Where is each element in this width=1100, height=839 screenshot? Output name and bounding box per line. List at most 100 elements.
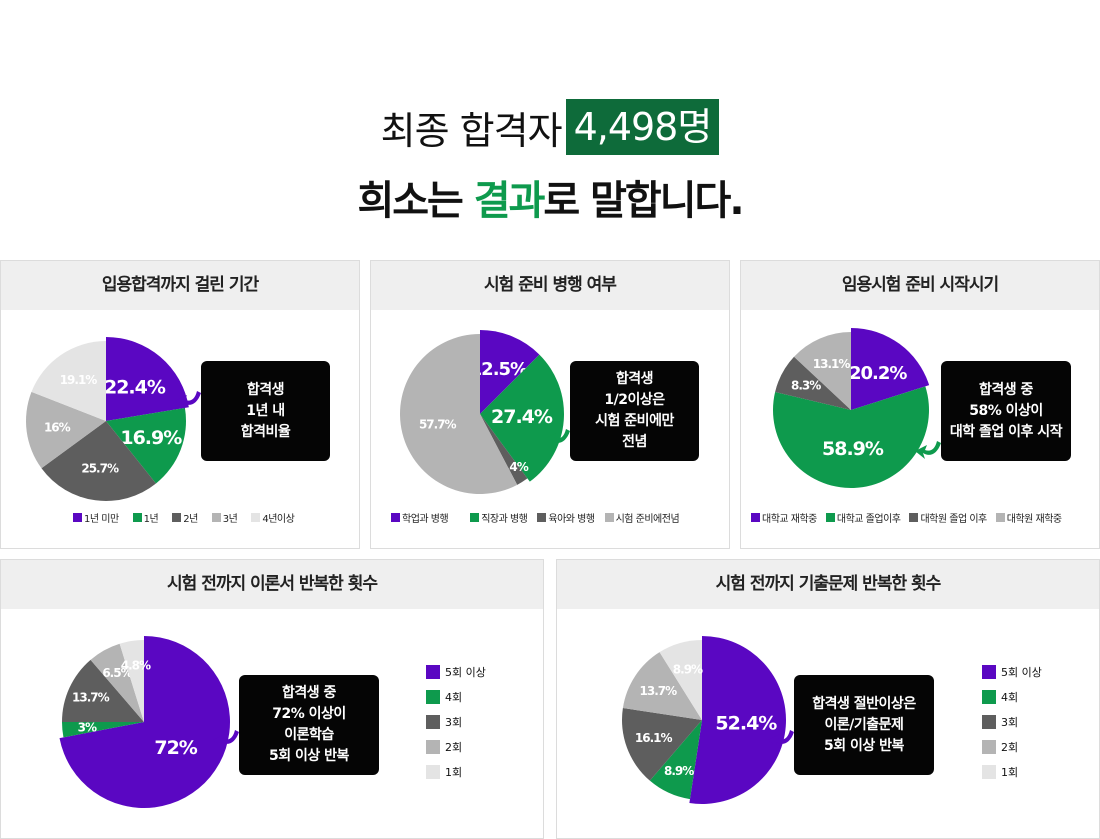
legend-item: 시험 준비에전념 [604, 510, 680, 525]
callout-line: 이론/기출문제 [824, 716, 904, 733]
legend-item: 대학교 졸업이후 [825, 510, 901, 525]
legend-item: 4회 [982, 689, 1042, 704]
legend-item: 2회 [982, 739, 1042, 754]
headline-line-1: 최종 합격자 4,498명 [0, 96, 1100, 158]
chart-legend: 1년 미만 1년 2년 3년 4년이상 [73, 510, 308, 525]
legend-swatch [825, 513, 835, 522]
legend-item: 1년 미만 [73, 510, 119, 525]
legend-item: 1회 [982, 764, 1042, 779]
legend-label: 대학원 재학중 [1006, 514, 1062, 525]
legend-item: 5회 이상 [982, 664, 1042, 679]
chart-legend: 5회 이상 4회 3회 2회 1회 [426, 664, 486, 789]
pie-data-label: 4.8% [121, 658, 151, 672]
legend-label: 4회 [445, 690, 463, 704]
legend-swatch [909, 513, 919, 522]
callout-box: 합격생 절반이상은 이론/기출문제 5회 이상 반복 [794, 675, 934, 775]
headline-line-2: 희소는 결과로 말합니다. [0, 168, 1100, 226]
legend-item: 육아와 병행 [537, 510, 595, 525]
callout-line: 시험 준비에만 [595, 413, 674, 429]
legend-swatch [251, 513, 261, 522]
pie-data-label: 72% [154, 737, 197, 759]
pie-data-label: 25.7% [81, 462, 119, 476]
pie-data-label: 12.5% [470, 359, 528, 380]
pie-slice [622, 707, 702, 781]
legend-swatch [982, 739, 996, 754]
chart-legend: 대학교 재학중 대학교 졸업이후 대학원 졸업 이후 대학원 재학중 [751, 510, 1062, 525]
legend-swatch [426, 689, 440, 704]
pie-slice [90, 643, 144, 722]
callout-line: 58% 이상이 [969, 402, 1043, 419]
callout-line: 5회 이상 반복 [824, 737, 904, 754]
callout-box: 합격생 중 72% 이상이 이론학습 5회 이상 반복 [239, 675, 379, 775]
pie-slice [851, 328, 930, 410]
legend-item: 1회 [426, 764, 486, 779]
legend-swatch [982, 714, 996, 729]
curved-arrow-icon [915, 441, 941, 459]
legend-label: 1회 [1001, 765, 1019, 779]
pie-data-label: 16.1% [635, 731, 673, 745]
legend-swatch [470, 513, 480, 522]
pie-chart: 12.5%27.4%2.4%57.7% [400, 330, 564, 494]
legend-label: 학업과 병행 [402, 514, 449, 525]
pie-slice [41, 421, 156, 501]
legend-swatch [426, 764, 440, 779]
pie-data-label: 8.3% [791, 379, 821, 393]
legend-swatch [172, 513, 182, 522]
headline-count-highlight: 4,498명 [565, 99, 720, 155]
pie-data-label: 19.1% [60, 373, 98, 387]
legend-swatch [995, 513, 1005, 522]
callout-box: 합격생 1/2이상은 시험 준비에만 전념 [570, 361, 699, 461]
legend-swatch [982, 764, 996, 779]
curved-arrow-icon [768, 730, 794, 748]
pie-slice [62, 722, 144, 738]
chart-card-title: 시험 전까지 기출문제 반복한 횟수 [557, 560, 1099, 609]
pie-chart: 22.4% 16.9%25.7% 16% 19.1% [25, 337, 189, 501]
chart-card-title: 시험 전까지 이론서 반복한 횟수 [1, 560, 543, 609]
legend-label: 3회 [445, 715, 463, 729]
chart-legend: 5회 이상 4회 3회 2회 1회 [982, 664, 1042, 789]
legend-swatch [73, 513, 82, 522]
pie-chart: 72% 3% 13.7% 6.5%4.8% [59, 636, 230, 808]
pie-slice [622, 652, 702, 720]
legend-swatch [132, 513, 142, 522]
pie-slice [25, 391, 106, 469]
chart-legend: 학업과 병행 직장과 병행 육아와 병행 시험 준비에전념 [391, 510, 680, 525]
headline-word-green: 결과 [473, 178, 546, 224]
curved-arrow-icon [213, 730, 239, 748]
legend-label: 직장과 병행 [481, 514, 528, 525]
pie-slice [62, 659, 144, 722]
pie-slice [59, 636, 230, 808]
legend-label: 5회 이상 [445, 665, 486, 679]
callout-line: 합격생 [246, 381, 285, 398]
pie-data-label: 13.7% [72, 690, 110, 704]
legend-label: 대학교 졸업이후 [836, 514, 901, 525]
pie-slice [31, 341, 107, 421]
legend-swatch [391, 513, 400, 522]
callout-box: 합격생 1년 내 합격비율 [201, 361, 330, 461]
callout-line: 5회 이상 반복 [269, 748, 349, 764]
headline-word-a: 희소는 [357, 178, 463, 224]
pie-slice [480, 330, 540, 414]
chart-card-theory-repetition: 시험 전까지 이론서 반복한 횟수 72% 3% 13.7% 6.5% 4.8% 합격생… [0, 559, 544, 839]
chart-card-start-timing: 임용시험 준비 시작시기 20.2% 58.9% 8.3% 13.1% 합격생 중 5… [740, 260, 1100, 549]
pie-data-label: 58.9% [822, 438, 884, 460]
legend-swatch [982, 664, 996, 679]
legend-label: 2회 [445, 740, 463, 754]
legend-item: 학업과 병행 [391, 510, 449, 525]
pie-data-label: 22.4% [104, 376, 166, 398]
legend-label: 1회 [445, 765, 463, 779]
pie-chart: 52.4% 8.9% 16.1% 13.7% 8.9% [622, 636, 786, 804]
pie-data-label: 27.4% [491, 406, 553, 428]
pie-slice [480, 414, 528, 485]
legend-label: 대학원 졸업 이후 [920, 514, 987, 525]
pie-data-label: 16.9% [120, 427, 182, 449]
callout-line: 합격생 [615, 371, 654, 387]
callout-line: 대학 졸업 이후 시작 [949, 423, 1063, 440]
legend-label: 시험 준비에전념 [615, 514, 680, 525]
callout-line: 전념 [622, 434, 647, 450]
pie-data-label: 3% [78, 720, 97, 734]
legend-label: 4년이상 [262, 514, 295, 525]
legend-item: 3년 [211, 510, 238, 525]
headline: 최종 합격자 4,498명 희소는 결과로 말합니다. [0, 96, 1100, 226]
legend-item: 대학교 재학중 [751, 510, 817, 525]
